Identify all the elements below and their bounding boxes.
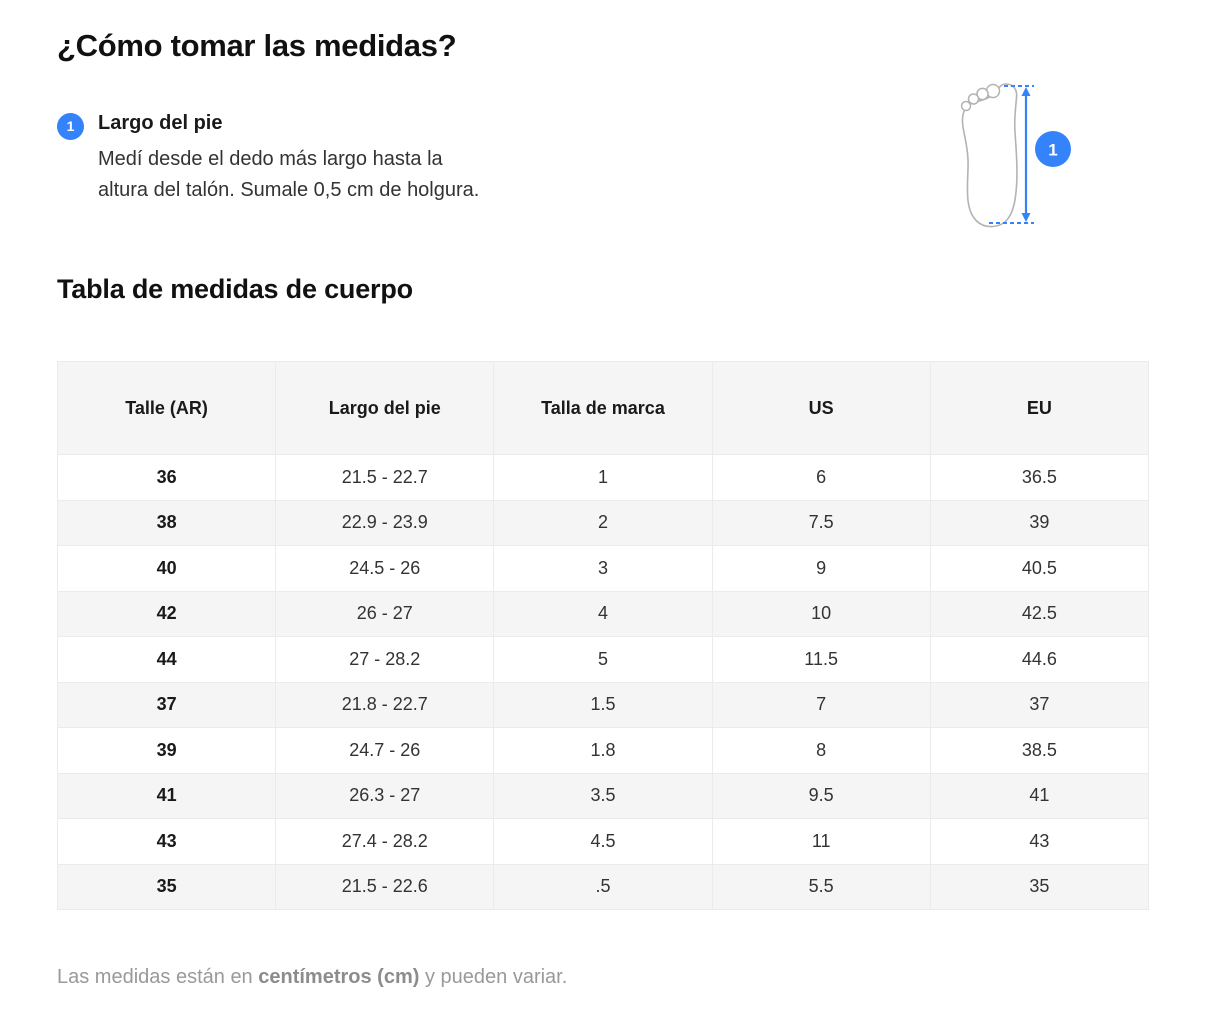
size-value-cell: 21.8 - 22.7: [275, 681, 495, 728]
size-value-cell: 26 - 27: [275, 590, 495, 637]
size-value-cell: 1: [493, 454, 713, 501]
footer-note: Las medidas están en centímetros (cm) y …: [57, 966, 567, 989]
size-ar-cell: 40: [56, 545, 277, 592]
column-header: US: [711, 361, 931, 455]
toe-icon: [967, 93, 980, 105]
step-description-line2: altura del talón. Sumale 0,5 cm de holgu…: [98, 179, 480, 201]
measure-arrow-head-top: [1021, 87, 1031, 96]
table-row: 41 26.3 - 27 3.5 9.5 41: [56, 772, 1150, 819]
toe-icon: [960, 100, 972, 112]
size-value-cell: 7: [711, 681, 931, 728]
measure-arrow-head-bottom: [1021, 213, 1031, 222]
step-content: Largo del pie Medí desde el dedo más lar…: [98, 112, 479, 206]
size-value-cell: 3.5: [493, 772, 713, 819]
size-value-cell: 21.5 - 22.7: [275, 454, 495, 501]
size-value-cell: 5.5: [711, 863, 931, 910]
size-value-cell: 11: [711, 818, 931, 865]
size-ar-cell: 36: [56, 454, 277, 501]
size-value-cell: 9.5: [711, 772, 931, 819]
step-foot-length: 1 Largo del pie Medí desde el dedo más l…: [57, 112, 479, 206]
size-ar-cell: 44: [56, 636, 277, 683]
size-value-cell: 11.5: [711, 636, 931, 683]
column-header: EU: [929, 361, 1150, 455]
diagram-number-badge: [1035, 131, 1071, 167]
size-value-cell: 40.5: [929, 545, 1150, 592]
column-header: Talle (AR): [56, 361, 277, 455]
size-value-cell: 44.6: [929, 636, 1150, 683]
table-row: 39 24.7 - 26 1.8 8 38.5: [56, 727, 1150, 774]
size-table-container: Talle (AR) Largo del pie Talla de marca US E…: [56, 361, 1150, 910]
table-section-title: Tabla de medidas de cuerpo: [57, 274, 413, 304]
size-value-cell: 6: [711, 454, 931, 501]
size-value-cell: 7.5: [711, 499, 931, 546]
table-row: 40 24.5 - 26 3 9 40.5: [56, 545, 1150, 592]
size-value-cell: 9: [711, 545, 931, 592]
size-value-cell: 24.5 - 26: [275, 545, 495, 592]
column-header: Talla de marca: [493, 361, 713, 455]
size-value-cell: 10: [711, 590, 931, 637]
foot-measurement-icon: 1: [960, 83, 1071, 228]
size-ar-cell: 42: [56, 590, 277, 637]
size-ar-cell: 37: [56, 681, 277, 728]
size-value-cell: .5: [493, 863, 713, 910]
table-row: 35 21.5 - 22.6.5 5.5 35: [56, 863, 1150, 910]
table-row: 42 26 - 27 4 10 42.5: [56, 590, 1150, 637]
size-value-cell: 22.9 - 23.9: [275, 499, 495, 546]
size-value-cell: 1.8: [493, 727, 713, 774]
column-header: Largo del pie: [275, 361, 495, 455]
size-value-cell: 36.5: [929, 454, 1150, 501]
size-value-cell: 43: [929, 818, 1150, 865]
size-ar-cell: 41: [56, 772, 277, 819]
table-row: 37 21.8 - 22.7 1.5 7 37: [56, 681, 1150, 728]
size-ar-cell: 38: [56, 499, 277, 546]
size-value-cell: 2: [493, 499, 713, 546]
table-row: 44 27 - 28.2 5 11.5 44.6: [56, 636, 1150, 683]
size-value-cell: 35: [929, 863, 1150, 910]
size-value-cell: 8: [711, 727, 931, 774]
table-row: 36 21.5 - 22.7 1 6 36.5: [56, 454, 1150, 501]
size-table: Talle (AR) Largo del pie Talla de marca US E…: [56, 361, 1150, 910]
size-value-cell: 4: [493, 590, 713, 637]
size-ar-cell: 43: [56, 818, 277, 865]
table-row: 38 22.9 - 23.9 2 7.5 39: [56, 499, 1150, 546]
footer-note-units: centímetros (cm): [258, 966, 420, 988]
size-value-cell: 4.5: [493, 818, 713, 865]
footer-note-prefix: Las medidas están en: [57, 966, 259, 988]
size-value-cell: 38.5: [929, 727, 1150, 774]
size-value-cell: 5: [493, 636, 713, 683]
size-value-cell: 1.5: [493, 681, 713, 728]
size-ar-cell: 39: [56, 727, 277, 774]
size-value-cell: 21.5 - 22.6: [275, 863, 495, 910]
size-value-cell: 42.5: [929, 590, 1150, 637]
step-number-badge: 1: [57, 113, 84, 140]
size-value-cell: 27.4 - 28.2: [275, 818, 495, 865]
size-value-cell: 24.7 - 26: [275, 727, 495, 774]
step-label: Largo del pie: [98, 112, 223, 134]
size-value-cell: 27 - 28.2: [275, 636, 495, 683]
step-description: Medí desde el dedo más largo hasta la al…: [98, 144, 479, 206]
page-title: ¿Cómo tomar las medidas?: [57, 28, 457, 63]
size-value-cell: 39: [929, 499, 1150, 546]
size-value-cell: 26.3 - 27: [275, 772, 495, 819]
size-value-cell: 41: [929, 772, 1150, 819]
size-value-cell: 3: [493, 545, 713, 592]
diagram-number-label: 1: [1048, 141, 1057, 160]
size-ar-cell: 35: [56, 863, 277, 910]
table-header-row: Talle (AR) Largo del pie Talla de marca US E…: [56, 361, 1150, 455]
table-row: 43 27.4 - 28.2 4.5 11 43: [56, 818, 1150, 865]
footer-note-suffix: y pueden variar.: [419, 966, 568, 988]
size-value-cell: 37: [929, 681, 1150, 728]
toe-icon: [976, 87, 989, 101]
table-body: 36 21.5 - 22.7 1 6 36.5 38 22.9 - 23.9 2 7.5 39 40…: [56, 454, 1150, 910]
step-description-line1: Medí desde el dedo más largo hasta la: [98, 148, 443, 170]
